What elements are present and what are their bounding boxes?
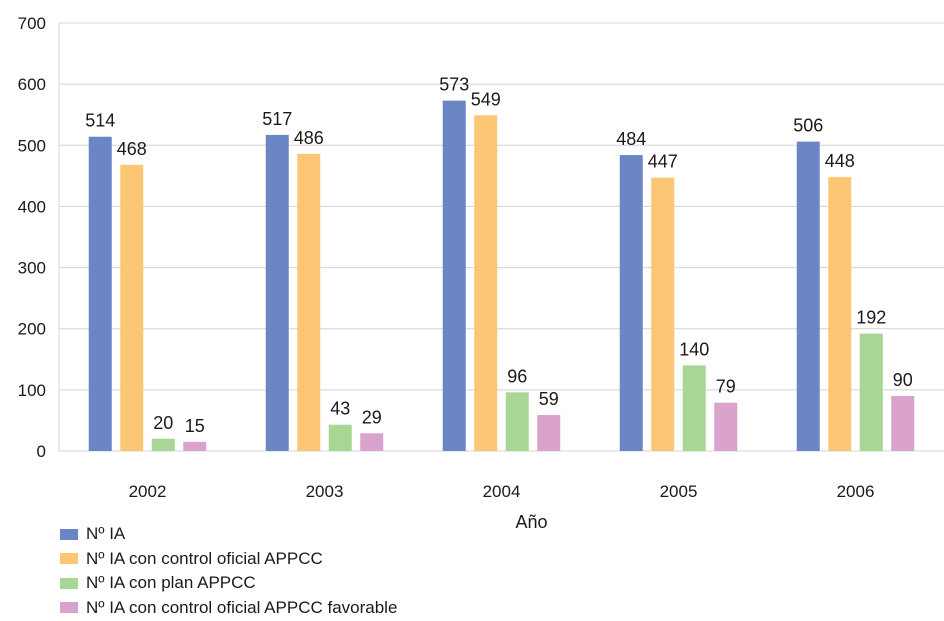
y-tick-label: 300 xyxy=(18,259,46,278)
x-tick-label: 2003 xyxy=(306,482,344,501)
y-tick-label: 100 xyxy=(18,381,46,400)
legend-swatch xyxy=(60,577,78,589)
y-tick-label: 600 xyxy=(18,75,46,94)
data-label: 468 xyxy=(117,139,147,159)
data-label: 43 xyxy=(330,399,350,419)
y-tick-label: 0 xyxy=(37,442,46,461)
x-tick-label: 2004 xyxy=(483,482,521,501)
legend-label: Nº IA con plan APPCC xyxy=(86,573,256,593)
data-label: 29 xyxy=(362,407,382,427)
x-axis-label: Año xyxy=(515,512,547,532)
bar xyxy=(297,153,321,452)
bar xyxy=(796,141,820,452)
data-label: 15 xyxy=(185,416,205,436)
legend-item: Nº IA con plan APPCC xyxy=(60,571,397,596)
legend-label: Nº IA con control oficial APPCC favorabl… xyxy=(86,597,398,617)
x-tick-label: 2002 xyxy=(129,482,167,501)
data-label: 549 xyxy=(471,89,501,109)
bar xyxy=(360,433,384,451)
bar xyxy=(891,395,915,451)
data-label: 192 xyxy=(856,308,886,328)
gridlines xyxy=(58,22,944,452)
legend-item: Nº IA con control oficial APPCC favorabl… xyxy=(60,596,397,621)
legend-swatch xyxy=(60,602,78,614)
bar xyxy=(537,414,561,451)
y-axis-ticks: 0 100 200 300 400 500 600 700 xyxy=(18,14,46,461)
bar xyxy=(828,177,852,451)
legend-swatch xyxy=(60,553,78,565)
bar xyxy=(183,441,207,451)
data-label: 59 xyxy=(539,389,559,409)
bars xyxy=(88,100,915,452)
data-label: 506 xyxy=(793,116,823,136)
bar xyxy=(474,115,498,451)
data-label: 484 xyxy=(616,129,646,149)
bar xyxy=(328,424,352,451)
x-axis-ticks: 2002 2003 2004 2005 2006 xyxy=(129,482,875,501)
x-tick-label: 2006 xyxy=(837,482,875,501)
bar xyxy=(859,333,883,451)
data-label: 573 xyxy=(439,75,469,95)
bar xyxy=(265,134,289,452)
bar xyxy=(88,136,112,451)
bar xyxy=(682,365,706,451)
data-label: 96 xyxy=(507,366,527,386)
data-label: 448 xyxy=(825,151,855,171)
bar xyxy=(120,164,144,451)
bar xyxy=(651,177,675,452)
y-tick-label: 700 xyxy=(18,14,46,33)
legend-label: Nº IA xyxy=(86,524,126,544)
bar xyxy=(151,438,175,451)
x-tick-label: 2005 xyxy=(660,482,698,501)
bar xyxy=(505,392,529,451)
data-label: 79 xyxy=(716,377,736,397)
legend: Nº IA Nº IA con control oficial APPCC Nº I… xyxy=(60,522,397,620)
data-label: 140 xyxy=(679,339,709,359)
legend-item: Nº IA con control oficial APPCC xyxy=(60,547,397,572)
bar xyxy=(714,402,738,451)
data-label: 90 xyxy=(893,370,913,390)
bar xyxy=(619,155,643,451)
bar xyxy=(442,100,466,451)
data-label: 514 xyxy=(85,111,115,131)
legend-swatch xyxy=(60,528,78,540)
legend-label: Nº IA con control oficial APPCC xyxy=(86,548,323,568)
data-label: 517 xyxy=(262,109,292,129)
y-tick-label: 400 xyxy=(18,197,46,216)
y-tick-label: 500 xyxy=(18,136,46,155)
y-tick-label: 200 xyxy=(18,320,46,339)
data-label: 20 xyxy=(153,413,173,433)
legend-item: Nº IA xyxy=(60,522,397,547)
data-label: 447 xyxy=(648,152,678,172)
data-label: 486 xyxy=(294,128,324,148)
